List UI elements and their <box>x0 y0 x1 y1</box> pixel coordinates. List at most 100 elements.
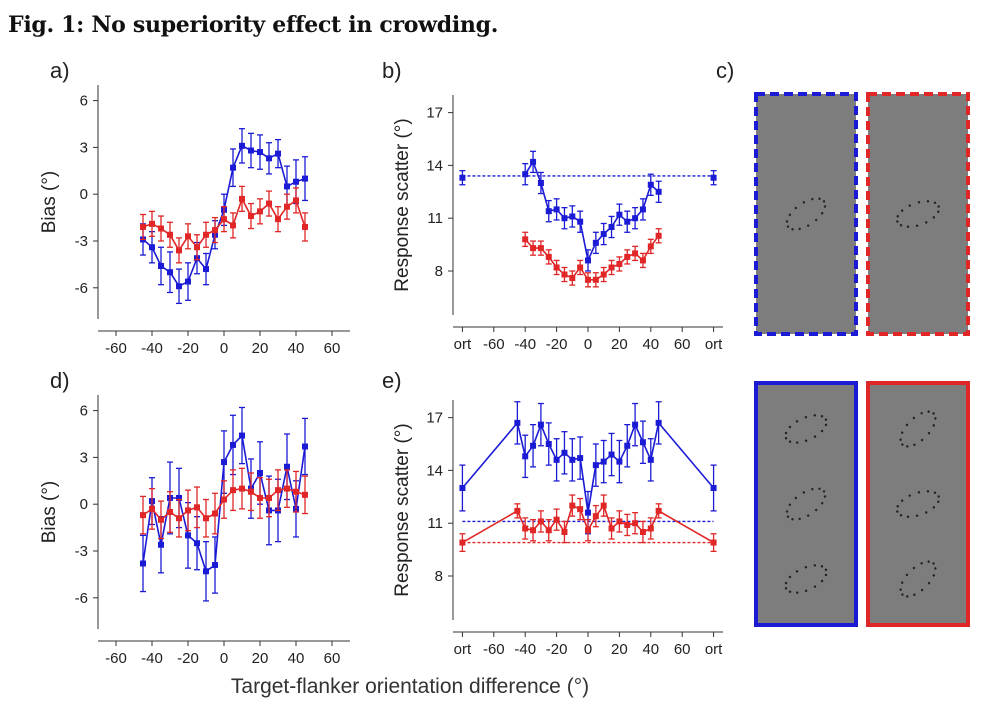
x-tick-label: 60 <box>674 336 691 353</box>
data-point-red <box>608 525 615 532</box>
panel-label: b) <box>382 58 402 83</box>
data-point-red <box>212 227 218 234</box>
ellipse-dot <box>785 220 789 223</box>
data-point-blue <box>639 206 646 213</box>
ellipse-dot <box>823 495 827 498</box>
data-point-blue <box>655 419 662 426</box>
x-tick-label: ort <box>454 336 472 353</box>
ellipse-dot <box>899 588 902 591</box>
data-point-red <box>569 502 576 509</box>
data-point-red <box>257 494 263 501</box>
data-point-blue <box>530 442 537 449</box>
ellipse-dot <box>927 581 931 585</box>
ellipse-dot <box>791 518 794 521</box>
data-point-red <box>553 516 560 523</box>
data-point-blue <box>592 462 599 469</box>
ellipse-dot <box>794 206 798 210</box>
ellipse-dot <box>794 496 798 500</box>
series-line-red <box>524 235 660 281</box>
data-point-red <box>561 271 568 278</box>
data-point-red <box>639 257 646 264</box>
ellipse-dot <box>937 495 940 498</box>
data-point-red <box>616 260 623 267</box>
ellipse-dot <box>785 510 789 513</box>
ellipse-dot <box>899 514 903 517</box>
ellipse-dot <box>788 590 792 593</box>
data-point-red <box>293 488 299 495</box>
data-point-red <box>284 485 290 492</box>
x-tick-label: 40 <box>642 641 659 658</box>
x-tick-label: 40 <box>288 340 305 357</box>
data-point-red <box>266 494 272 501</box>
data-point-blue <box>514 419 521 426</box>
ellipse-dot <box>896 220 899 223</box>
data-point-blue <box>230 441 236 448</box>
data-point-blue <box>239 142 245 149</box>
ellipse-dot <box>937 205 940 208</box>
data-point-red <box>545 253 552 260</box>
ellipse-dot <box>920 438 924 442</box>
data-point-blue <box>257 149 263 156</box>
stimulus-border <box>754 92 858 336</box>
ellipse-dot <box>917 201 921 204</box>
ellipse-dot <box>811 487 814 491</box>
ellipse-dot <box>927 431 931 435</box>
data-point-blue <box>608 451 615 458</box>
x-tick-label: -40 <box>514 641 536 658</box>
x-tick-label: -20 <box>546 641 568 658</box>
data-point-red <box>577 264 584 271</box>
data-point-red <box>632 520 639 527</box>
y-tick-label: 14 <box>426 157 443 174</box>
ellipse-dot <box>933 201 937 204</box>
ellipse-dot <box>824 423 828 427</box>
ellipse-dot <box>784 437 788 440</box>
ellipse-dot <box>900 499 904 502</box>
ellipse-dot <box>798 517 801 521</box>
ellipse-dot <box>933 491 937 494</box>
data-point-blue <box>600 458 607 465</box>
data-point-red <box>624 253 631 260</box>
y-tick-label: 0 <box>80 186 88 203</box>
data-point-blue <box>266 155 272 162</box>
ellipse-dot <box>820 565 824 568</box>
panel-label: e) <box>382 368 402 393</box>
data-point-red <box>522 236 529 243</box>
data-point-red <box>275 487 281 494</box>
data-point-blue <box>185 532 191 539</box>
ellipse-dot <box>822 200 826 203</box>
stimulus-border <box>866 92 970 336</box>
ellipse-dot <box>896 215 899 218</box>
data-point-red <box>592 513 599 520</box>
ellipse-dot <box>912 566 916 570</box>
x-tick-label: ort <box>454 641 472 658</box>
ellipse-dot <box>824 418 828 421</box>
y-tick-label: 3 <box>80 449 88 466</box>
ellipse-dot <box>788 213 792 217</box>
ellipse-dot <box>824 568 828 571</box>
ellipse-dot <box>932 424 935 427</box>
chart-panel-4: e) 17 14 11 8 ort -60 -40 -20 0 20 40 60 ort Response … <box>382 368 723 658</box>
data-point-blue <box>710 485 717 491</box>
data-point-red <box>647 525 654 532</box>
data-point-blue <box>585 509 591 516</box>
y-tick-label: -3 <box>75 233 88 250</box>
data-point-red <box>592 276 599 283</box>
chart-panel-1: a) 6 3 0 -3 -6 -60 -40 -20 0 20 40 60 Bias (°) <box>39 58 350 357</box>
ellipse-dot <box>906 225 910 228</box>
data-point-blue <box>655 188 662 195</box>
ellipse-dot <box>937 500 940 503</box>
x-tick-label: -40 <box>141 650 163 667</box>
data-point-red <box>248 488 254 495</box>
stimulus-background <box>756 94 856 334</box>
stimulus-border <box>866 381 970 627</box>
ellipse-dot <box>804 439 808 442</box>
ellipse-dot <box>927 410 930 413</box>
data-point-red <box>194 244 200 251</box>
data-point-blue <box>577 455 584 462</box>
y-axis-label: Response scatter (°) <box>392 118 413 291</box>
data-point-red <box>577 506 584 513</box>
data-point-red <box>275 216 281 223</box>
data-point-red <box>530 245 537 252</box>
data-point-blue <box>561 215 568 222</box>
ellipse-dot <box>784 431 788 435</box>
